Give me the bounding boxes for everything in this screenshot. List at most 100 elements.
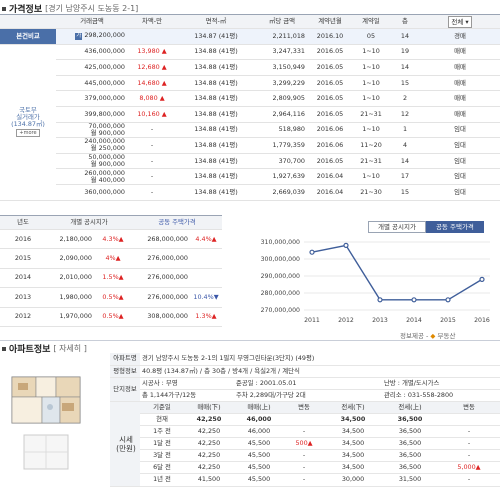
floor-cell: 14 [390,59,420,76]
header-day[interactable]: 계약일 [352,14,390,29]
price-row[interactable]: 379,000,000 8,080 ▲ 134.88 (41평) 2,809,905 2… [0,90,500,107]
type-filter-select[interactable]: 전체 ▾ [448,15,472,28]
header-diff[interactable]: 차액-만 [128,14,176,29]
type-cell: 매매 [420,59,500,76]
compare-row: 본건비교 가 298,200,000 134.87 (41평) 2,211,018… [0,28,500,45]
land-change-cell: 0.5%▲ [94,287,132,308]
floor-plan-image[interactable] [4,355,89,475]
per-m2-cell: 2,809,905 [256,90,308,107]
price-row[interactable]: 240,000,000 월 250,000-134.88 (41평) 1,779,… [0,137,500,154]
market-cell-g: 5,000▲ [438,461,500,475]
price-row[interactable]: 국토부 실거래가 (134.87㎡) +more 436,000,000 13,980… [0,44,500,201]
land-price-cell: 2,010,000 [46,268,94,289]
header-per-m2[interactable]: ㎡당 금액 [256,14,308,29]
amount-cell: 240,000,000 월 250,000 [56,137,128,154]
area-cell: 134.88 (41평) [176,153,256,170]
market-row: 3달 전 42,250 45,500-34,500 36,500- [110,449,500,463]
house-change-cell: 1.3%▲ [190,307,222,327]
price-row[interactable]: 425,000,000 12,680 ▲ 134.88 (41평) 3,150,949… [0,59,500,76]
market-cell-c: - [284,449,324,463]
header-house-price: 공동 주택가격 [132,215,222,230]
market-header-cell: 변동 [438,401,500,414]
price-row[interactable]: 360,000,000-134.88 (41평) 2,669,039 2016.04… [0,184,500,201]
price-row[interactable]: 445,000,000 14,680 ▲ 134.88 (41평) 3,299,229… [0,75,500,92]
source-logo-icon: ◆ [430,332,436,340]
official-row: 2015 2,090,000 4%▲ 276,000,000 [0,248,222,269]
info-b: 주차 2,289대/가구당 2대 [234,389,382,402]
price-table-header: 거래금액 차액-만 면적-㎡ ㎡당 금액 계약년월 계약일 층 전체 ▾ [0,14,500,29]
ym-cell: 2016.05 [308,106,352,123]
market-cell-g: - [438,449,500,463]
day-cell: 21~30 [352,184,390,201]
diff-cell: 10,160 ▲ [128,106,176,123]
price-row[interactable]: 70,000,000 월 900,000-134.88 (41평) 518,980… [0,122,500,139]
y-tick-label: 310,000,000 [261,239,300,246]
amount-cell: 50,000,000 월 900,000 [56,153,128,170]
land-change-cell: 4.3%▲ [94,229,132,250]
floor-cell: 1 [390,122,420,139]
header-amount[interactable]: 거래금액 [56,14,128,29]
market-header-cell: 변동 [284,401,324,414]
y-tick-label: 280,000,000 [261,290,300,297]
source-credit: 정보제공 - ◆ 부동산 [400,330,455,340]
market-cell-a: 42,250 [184,437,234,451]
price-title: 가격정보 [9,5,43,15]
tab-house-price[interactable]: 공동 주택가격 [425,221,484,233]
x-tick-label: 2015 [440,317,456,324]
ym-cell: 2016.05 [308,90,352,107]
day-cell: 1~10 [352,90,390,107]
amount-cell: 379,000,000 [56,90,128,107]
price-section-title: 가격정보 [경기 남양주시 도농동 2-1] [2,2,138,15]
market-cell-c [284,413,324,427]
area-cell: 134.88 (41평) [176,59,256,76]
tab-land-price[interactable]: 개별 공시지가 [368,221,426,233]
day-cell: 1~10 [352,59,390,76]
area-cell: 134.88 (41평) [176,44,256,61]
market-cell-e: 34,500 [324,449,382,463]
market-cell-a: 42,250 [184,413,234,427]
info-c: 난방 : 개별/도시가스 [382,377,500,390]
info-row: 아파트명 경기 남양주시 도농동 2-1의 1필지 부영그린타운(3단지) (49… [110,353,500,366]
market-cell-f: 36,500 [382,449,438,463]
ym-cell: 2016.04 [308,184,352,201]
info-row: 평형정보 40.8평 (134.87㎡) / 층 30층 / 방4개 / 욕실2개… [110,365,500,378]
header-area[interactable]: 면적-㎡ [176,14,256,29]
type-cell: 임대 [420,184,500,201]
compare-diff [128,28,176,45]
apt-title: 아파트정보 [9,345,51,355]
apt-detail-link[interactable]: [ 자세히 ] [53,344,87,353]
data-point [343,242,349,248]
house-price-cell: 276,000,000 [132,268,190,289]
day-cell: 11~20 [352,137,390,154]
market-cell-f: 36,500 [382,461,438,475]
info-label: 평형정보 [110,365,140,378]
info-value: 40.8평 (134.87㎡) / 층 30층 / 방4개 / 욕실2개 / 계… [140,365,500,378]
market-cell-b: 46,000 [234,413,284,427]
market-cell-f: 36,500 [382,437,438,451]
house-change-cell [190,248,222,269]
per-m2-cell: 2,964,116 [256,106,308,123]
year-cell: 2013 [0,287,46,308]
info-value: 경기 남양주시 도농동 2-1의 1필지 부영그린타운(3단지) (49평) [140,353,500,366]
year-cell: 2014 [0,268,46,289]
type-cell: 임대 [420,137,500,154]
price-row[interactable]: 399,800,000 10,160 ▲ 134.88 (41평) 2,964,116… [0,106,500,123]
price-row[interactable]: 260,000,000 월 400,000-134.88 (41평) 1,927,… [0,168,500,185]
filter-cell: 전체 ▾ [420,14,500,29]
amount-cell: 360,000,000 [56,184,128,201]
per-m2-cell: 2,669,039 [256,184,308,201]
x-tick-label: 2011 [304,317,320,324]
price-row[interactable]: 50,000,000 월 900,000-134.88 (41평) 370,700… [0,153,500,170]
data-point [411,297,417,303]
land-change-cell: 1.5%▲ [94,268,132,289]
market-cell-c: - [284,425,324,439]
market-header: 시세 (만원) 기준일 매매(下) 매매(上) 변동 전세(下) 전세(上) 변동 [110,401,500,487]
official-price-table: 년도 개별 공시지가 공동 주택가격 2016 2,180,000 4.3%▲ 268… [0,215,222,327]
market-label: 시세 (만원) [110,401,140,487]
header-ym[interactable]: 계약년월 [308,14,352,29]
header-floor[interactable]: 층 [390,14,420,29]
more-button[interactable]: +more [16,129,40,138]
market-cell-e: 34,500 [324,425,382,439]
type-cell: 임대 [420,153,500,170]
type-cell: 매매 [420,44,500,61]
